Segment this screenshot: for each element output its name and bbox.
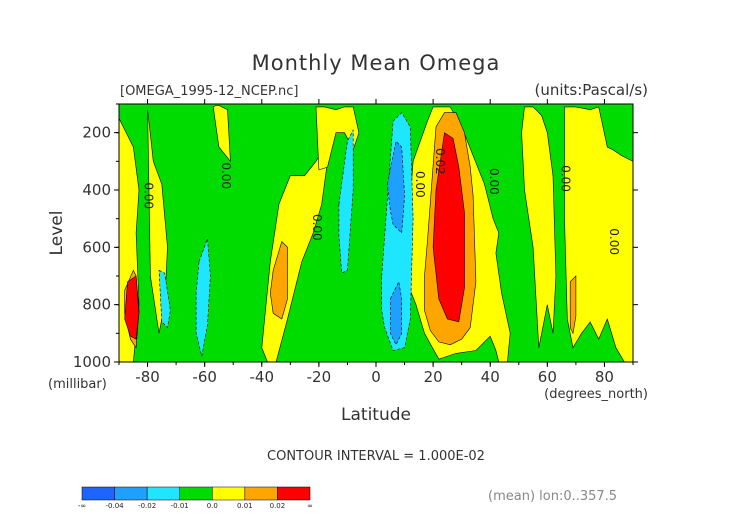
chart-title: Monthly Mean Omega	[252, 51, 501, 75]
contour-label: 0.02	[433, 148, 447, 175]
x-axis-title: Latitude	[341, 405, 411, 425]
y-tick-label: 600	[82, 238, 111, 256]
contour-label: 0.00	[413, 171, 427, 198]
y-axis: 200 400 600 800 1000	[73, 103, 638, 371]
contour-region	[315, 106, 360, 171]
colorbar: -∞ -0.04 -0.02 -0.01 0.0 0.01 0.02 ∞	[78, 486, 313, 510]
colorbar-swatch	[244, 486, 278, 501]
colorbar-swatch	[81, 486, 115, 501]
x-tick-label: 60	[538, 368, 557, 386]
contour-region	[432, 132, 465, 323]
contour-region	[521, 106, 557, 348]
contour-region	[387, 140, 405, 234]
x-tick-label: -20	[307, 368, 332, 386]
mean-label: (mean) lon:0..357.5	[488, 489, 617, 504]
colorbar-label: ∞	[307, 502, 313, 510]
colorbar-label: -0.02	[138, 502, 156, 510]
contour-region	[212, 105, 231, 163]
contour-region	[569, 275, 577, 335]
contour-region	[195, 238, 211, 357]
colorbar-label: -0.04	[106, 502, 125, 510]
contour-label: 0.00	[559, 165, 573, 192]
x-tick-label: 0	[371, 368, 381, 386]
y-tick-label: 800	[82, 296, 111, 314]
colorbar-swatch	[146, 486, 180, 501]
colorbar-label: 0.0	[207, 502, 218, 510]
contour-region	[269, 241, 288, 320]
units-label: (units:Pascal/s)	[535, 81, 649, 99]
colorbar-swatch	[212, 486, 246, 501]
contour-regions	[119, 105, 633, 362]
y-axis-units: (millibar)	[48, 377, 107, 392]
x-tick-label: -60	[192, 368, 217, 386]
contour-region	[389, 280, 403, 346]
contour-region	[124, 275, 140, 340]
y-axis-title: Level	[47, 211, 67, 256]
colorbar-label: 0.01	[237, 502, 253, 510]
y-tick-label: 1000	[73, 353, 111, 371]
colorbar-swatch	[277, 486, 311, 501]
contour-interval: CONTOUR INTERVAL = 1.000E-02	[267, 449, 485, 464]
colorbar-swatch	[114, 486, 148, 501]
y-tick-label: 200	[82, 124, 111, 142]
x-axis-units: (degrees_north)	[544, 387, 648, 402]
y-tick-label: 400	[82, 181, 111, 199]
colorbar-label: -∞	[78, 502, 86, 510]
colorbar-label: -0.01	[171, 502, 189, 510]
x-tick-label: 40	[481, 368, 500, 386]
x-axis: -80 -60 -40 -20 0 20 40 60 80	[118, 99, 634, 386]
x-tick-label: 80	[595, 368, 614, 386]
colorbar-swatch	[179, 486, 213, 501]
contour-label: 0.00	[142, 182, 156, 209]
contour-label: 0.00	[310, 214, 324, 241]
file-label: [OMEGA_1995-12_NCEP.nc]	[120, 84, 298, 99]
x-tick-label: -80	[135, 368, 160, 386]
colorbar-label: 0.02	[270, 502, 286, 510]
contour-labels: 0.00 0.00 0.00 0.00 0.02 0.00 0.00 0.00	[142, 148, 622, 255]
x-tick-label: 20	[424, 368, 443, 386]
x-tick-label: -40	[250, 368, 275, 386]
contour-region	[338, 129, 354, 274]
contour-region	[564, 106, 633, 362]
contour-label: 0.00	[607, 228, 621, 255]
contour-label: 0.00	[487, 168, 501, 195]
contour-region	[158, 269, 171, 329]
plot-area: 0.00 0.00 0.00 0.00 0.02 0.00 0.00 0.00	[119, 104, 633, 362]
contour-label: 0.00	[219, 162, 233, 189]
